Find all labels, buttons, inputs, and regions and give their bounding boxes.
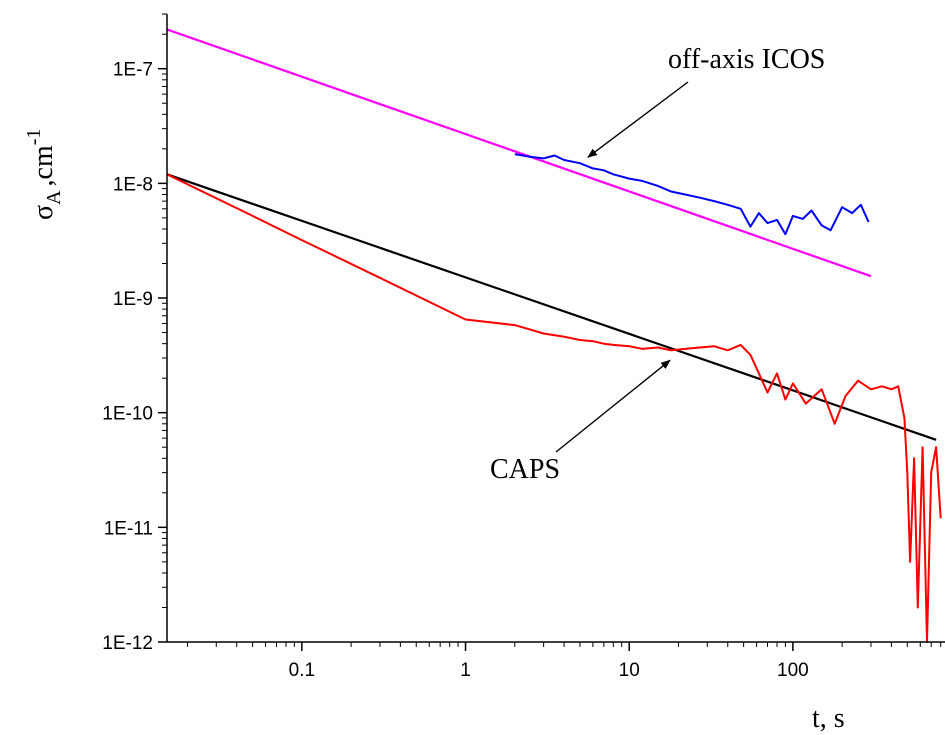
x-tick-label: 100: [777, 660, 809, 681]
y-axis-title-sub: A: [43, 190, 65, 205]
y-tick-label: 1E-8: [113, 174, 153, 195]
annotation-caps-arrow: [555, 359, 671, 453]
y-tick-label: 1E-12: [102, 633, 153, 654]
y-axis-title-main: σ: [28, 205, 59, 220]
annotation-layer: [555, 81, 689, 453]
axes-layer: [166, 14, 945, 643]
x-axis-title: t, s: [812, 703, 845, 734]
y-axis-title-unit: ,cm: [28, 145, 59, 186]
ticks-layer: 1E-7 1E-8 1E-9 1E-10 1E-11 1E-12 0.1 1 10 100: [102, 13, 942, 681]
y-axis-title-sup: -1: [23, 129, 45, 146]
labels-layer: t, s σA ,cm-1 off-axis ICOS CAPS: [23, 44, 845, 734]
y-tick-label: 1E-9: [113, 289, 153, 310]
icos-data-line: [514, 153, 870, 236]
y-tick-label: 1E-11: [104, 518, 153, 539]
caps-data-line: [166, 173, 942, 643]
annotation-icos-arrow: [587, 81, 689, 158]
y-tick-label: 1E-10: [102, 404, 153, 425]
annotation-caps-label: CAPS: [490, 454, 560, 485]
series-layer: [166, 28, 942, 643]
caps-fit-line: [166, 173, 937, 441]
annotation-icos-label: off-axis ICOS: [668, 44, 825, 75]
x-tick-label: 10: [619, 660, 640, 681]
icos-fit-line: [166, 28, 872, 278]
x-tick-label: 0.1: [289, 660, 315, 681]
y-tick-label: 1E-7: [113, 60, 153, 81]
x-tick-label: 1: [460, 660, 471, 681]
y-axis-title: σA ,cm-1: [23, 129, 65, 220]
